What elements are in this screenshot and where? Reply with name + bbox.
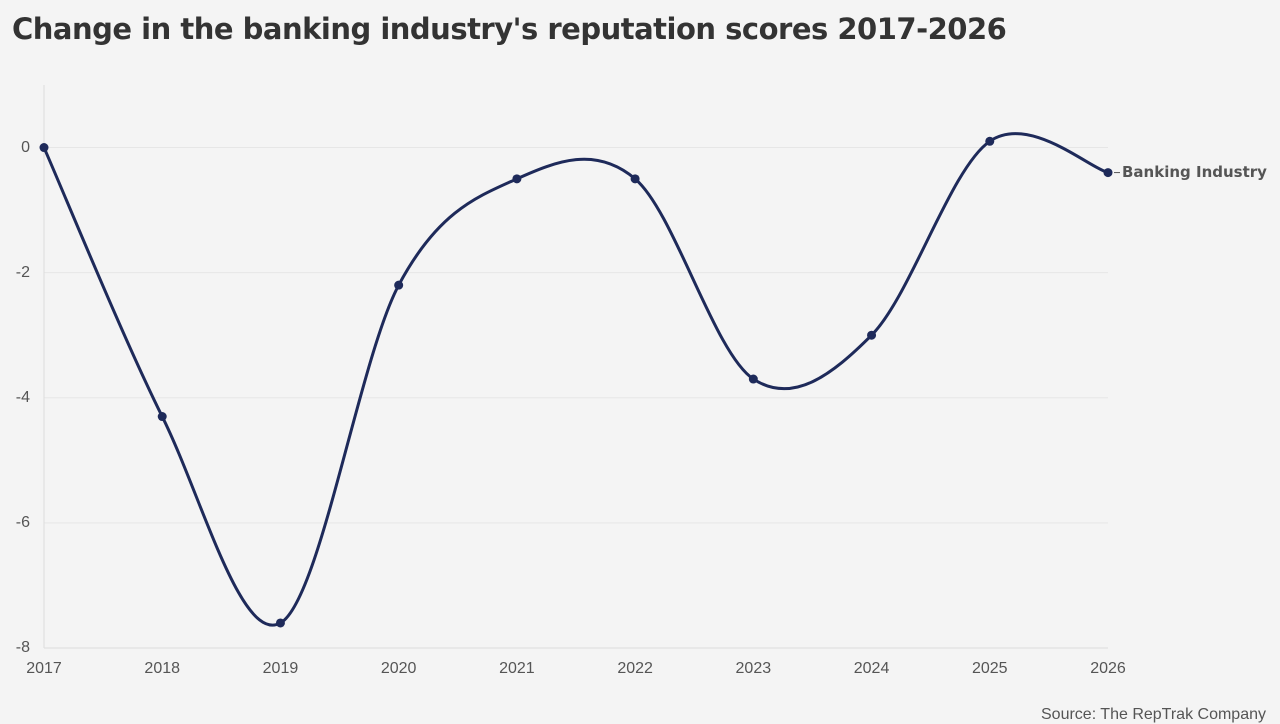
data-point [630,174,640,184]
series-label: Banking Industry [1122,163,1267,181]
data-point [394,280,404,290]
x-tick-label: 2021 [499,660,535,677]
y-tick-label: 0 [21,139,30,156]
x-tick-label: 2020 [381,660,417,677]
chart-title: Change in the banking industry's reputat… [12,12,1007,46]
x-tick-label: 2025 [972,660,1008,677]
y-axis-ticks: 0 -2 -4 -6 -8 [16,139,30,656]
y-tick-label: -8 [16,639,30,656]
x-tick-label: 2017 [26,660,62,677]
data-point [157,412,167,422]
series-line [42,132,1110,627]
gridlines [44,147,1108,524]
x-tick-label: 2024 [854,660,890,677]
y-tick-label: -2 [16,264,30,281]
x-axis-ticks: 2017 2018 2019 2020 2021 2022 2023 2024 2025 2026 [26,660,1126,677]
x-tick-label: 2022 [617,660,653,677]
data-point [985,136,995,146]
data-point [39,143,49,153]
data-point [275,618,285,628]
data-point [748,374,758,384]
y-tick-label: -4 [16,389,30,406]
source-note: Source: The RepTrak Company [1041,706,1266,723]
data-point [512,174,522,184]
x-tick-label: 2018 [144,660,180,677]
x-tick-label: 2026 [1090,660,1126,677]
y-tick-label: -6 [16,514,30,531]
x-tick-label: 2023 [736,660,772,677]
x-tick-label: 2019 [263,660,299,677]
data-point [867,330,877,340]
data-point [1103,168,1113,178]
series-banking-industry: Banking Industry [39,132,1267,628]
